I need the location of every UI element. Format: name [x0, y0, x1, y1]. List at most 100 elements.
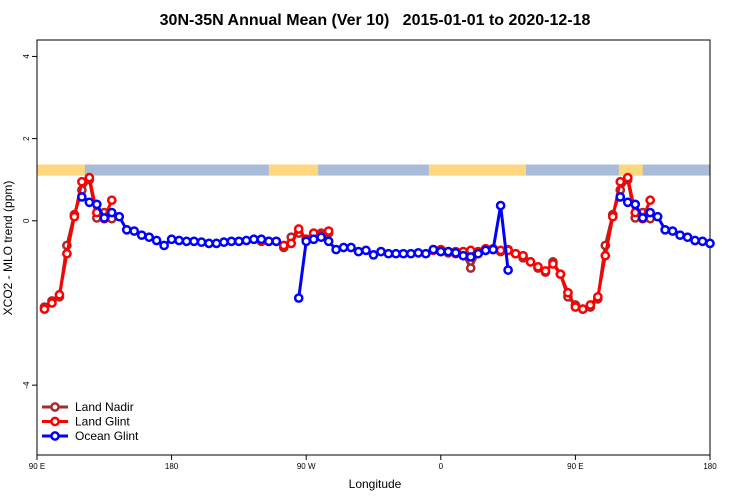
data-point	[465, 263, 476, 273]
data-point	[465, 252, 476, 262]
legend-label: Ocean Glint	[75, 429, 139, 443]
data-point	[563, 287, 573, 298]
data-point	[234, 236, 244, 247]
data-point	[136, 230, 147, 241]
data-point	[54, 289, 65, 300]
data-point	[316, 232, 327, 243]
data-point	[331, 244, 341, 255]
data-point	[301, 236, 312, 247]
land-band	[618, 164, 643, 176]
data-point	[271, 236, 282, 247]
data-point	[622, 197, 633, 208]
data-point	[211, 238, 222, 249]
data-point	[383, 248, 394, 259]
data-point	[495, 200, 506, 211]
data-point	[435, 246, 446, 257]
data-point	[323, 236, 334, 247]
data-point	[585, 300, 596, 310]
data-point	[151, 235, 162, 246]
data-point	[376, 246, 386, 257]
data-point	[121, 224, 132, 235]
data-point	[241, 235, 252, 246]
data-point	[286, 238, 297, 249]
data-point	[47, 298, 57, 308]
y-tick-label: 2	[22, 136, 31, 141]
data-point	[578, 304, 588, 314]
data-point	[62, 248, 72, 259]
chart-title: 30N-35N Annual Mean (Ver 10) 2015-01-01 …	[160, 12, 591, 29]
data-point	[114, 211, 125, 222]
data-point	[293, 293, 304, 303]
data-point	[645, 195, 656, 206]
data-point	[77, 192, 87, 202]
data-point	[256, 234, 267, 245]
data-point	[174, 235, 184, 246]
data-point	[106, 207, 117, 218]
data-point	[555, 269, 566, 280]
y-axis-label: XCO2 - MLO trend (ppm)	[1, 181, 15, 316]
data-point	[682, 232, 693, 243]
data-point	[622, 172, 633, 183]
data-point	[488, 244, 498, 255]
data-point	[660, 224, 670, 235]
data-point	[615, 176, 626, 187]
data-point	[607, 211, 618, 222]
data-point	[518, 250, 528, 261]
data-point	[637, 213, 648, 223]
y-tick-label: -4	[22, 381, 31, 389]
data-point	[592, 291, 603, 302]
data-point	[548, 259, 558, 269]
data-point	[645, 207, 656, 218]
data-point	[473, 248, 484, 259]
data-point	[525, 257, 536, 267]
legend-label: Land Nadir	[75, 400, 134, 414]
ocean-band	[37, 164, 710, 176]
data-point	[428, 244, 439, 255]
data-point	[353, 246, 364, 257]
series-line	[43, 176, 652, 311]
data-point	[249, 234, 259, 245]
data-point	[368, 250, 379, 260]
x-tick-label: 90 W	[297, 462, 316, 471]
data-point	[705, 238, 715, 249]
x-tick-label: 180	[165, 462, 179, 471]
data-point	[189, 236, 199, 247]
data-point	[398, 248, 409, 259]
data-point	[308, 234, 319, 245]
data-point	[39, 304, 50, 314]
data-point	[219, 237, 229, 248]
data-point	[278, 240, 289, 251]
data-point	[420, 248, 431, 259]
data-point	[293, 224, 304, 234]
data-point	[361, 245, 371, 256]
data-point	[406, 248, 416, 259]
data-point	[495, 245, 506, 256]
data-point	[667, 226, 678, 236]
data-point	[503, 265, 513, 275]
x-tick-label: 0	[439, 462, 444, 471]
data-point	[84, 172, 95, 183]
data-point	[144, 232, 155, 243]
data-point	[129, 226, 140, 236]
data-point	[204, 238, 214, 249]
data-point	[697, 236, 708, 247]
data-point	[615, 192, 626, 202]
land-band	[268, 164, 319, 176]
land-band	[37, 164, 85, 176]
data-point	[159, 240, 169, 251]
x-axis-label: Longitude	[349, 477, 402, 491]
data-point	[391, 248, 401, 259]
data-point	[323, 226, 334, 236]
data-point	[346, 242, 356, 253]
legend-marker	[50, 416, 60, 427]
data-point	[181, 236, 192, 247]
land-band	[428, 164, 527, 176]
data-point	[675, 230, 685, 241]
data-point	[652, 211, 663, 222]
data-point	[263, 236, 274, 247]
data-point	[84, 197, 95, 208]
data-point	[533, 261, 543, 272]
data-point	[630, 199, 641, 210]
data-point	[458, 250, 469, 261]
